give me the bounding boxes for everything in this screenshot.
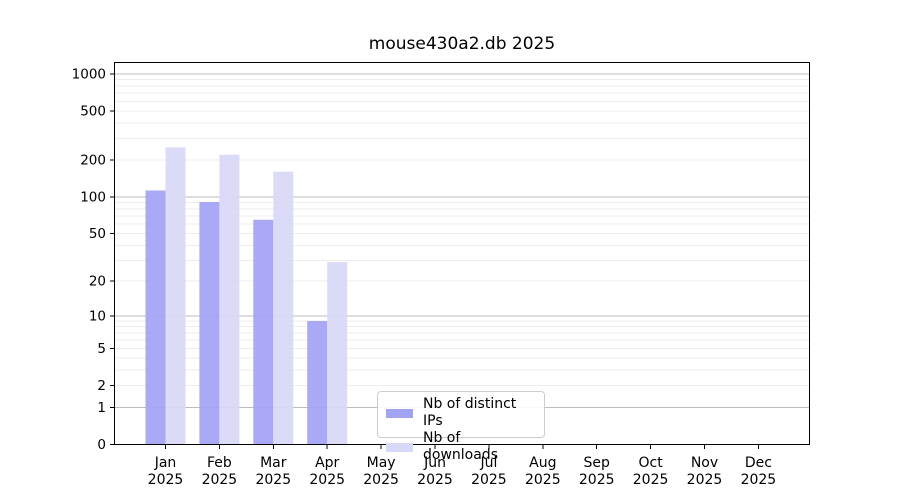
x-tick-label-year: 2025	[202, 472, 238, 488]
x-tick-label-year: 2025	[687, 472, 723, 488]
x-tick-label-month: Aug	[529, 455, 556, 471]
legend: Nb of distinct IPs Nb of downloads	[377, 391, 545, 463]
x-tick-label-month: Jun	[423, 455, 446, 471]
y-tick-label: 500	[80, 104, 106, 120]
legend-swatch-downloads	[386, 442, 413, 452]
y-tick-label: 1	[97, 400, 106, 416]
legend-entry-distinct-ips: Nb of distinct IPs	[386, 396, 538, 430]
x-tick-label-month: Jan	[154, 455, 177, 471]
x-tick-label-month: Dec	[745, 455, 772, 471]
x-tick-label-year: 2025	[579, 472, 615, 488]
bar-nb-of-downloads-feb-2025	[219, 154, 240, 445]
x-tick-label-year: 2025	[741, 472, 777, 488]
x-tick-label-month: Feb	[207, 455, 232, 471]
x-tick-label-month: Nov	[691, 455, 718, 471]
x-tick-label-year: 2025	[363, 472, 399, 488]
y-tick-label: 0	[97, 437, 106, 453]
bar-nb-of-downloads-mar-2025	[273, 171, 294, 445]
y-tick-label: 100	[80, 189, 106, 205]
bar-nb-of-distinct-ips-apr-2025	[307, 320, 328, 445]
y-tick-label: 5	[97, 341, 106, 357]
legend-label-downloads: Nb of downloads	[423, 430, 498, 463]
legend-entry-downloads: Nb of downloads	[386, 430, 538, 464]
x-tick-label-year: 2025	[255, 472, 291, 488]
y-tick-label: 50	[89, 226, 106, 242]
x-tick-label-year: 2025	[309, 472, 345, 488]
y-tick-label: 1000	[72, 66, 106, 82]
y-tick-label: 2	[97, 378, 106, 394]
y-tick-label: 10	[89, 308, 106, 324]
x-tick-label-year: 2025	[417, 472, 453, 488]
bar-nb-of-distinct-ips-feb-2025	[199, 201, 220, 445]
chart-title: mouse430a2.db 2025	[368, 34, 556, 54]
x-tick-label-month: Sep	[584, 455, 611, 471]
x-tick-label-month: Mar	[260, 455, 287, 471]
x-tick-label-month: Jul	[479, 455, 497, 471]
x-tick-label-month: Apr	[315, 455, 339, 471]
bar-nb-of-distinct-ips-jan-2025	[145, 190, 166, 445]
bar-nb-of-downloads-jan-2025	[165, 147, 186, 445]
legend-swatch-distinct-ips	[386, 408, 413, 418]
y-tick-label: 20	[89, 274, 106, 290]
y-tick-label: 200	[80, 153, 106, 169]
bar-nb-of-distinct-ips-mar-2025	[253, 219, 274, 445]
bar-nb-of-downloads-apr-2025	[327, 262, 348, 445]
legend-label-distinct-ips: Nb of distinct IPs	[423, 396, 517, 429]
x-tick-label-month: Oct	[638, 455, 663, 471]
x-tick-label-month: May	[367, 455, 396, 471]
axes-frame	[114, 62, 810, 445]
x-tick-label-year: 2025	[471, 472, 507, 488]
x-tick-label-year: 2025	[525, 472, 561, 488]
x-tick-label-year: 2025	[148, 472, 184, 488]
x-tick-label-year: 2025	[633, 472, 669, 488]
